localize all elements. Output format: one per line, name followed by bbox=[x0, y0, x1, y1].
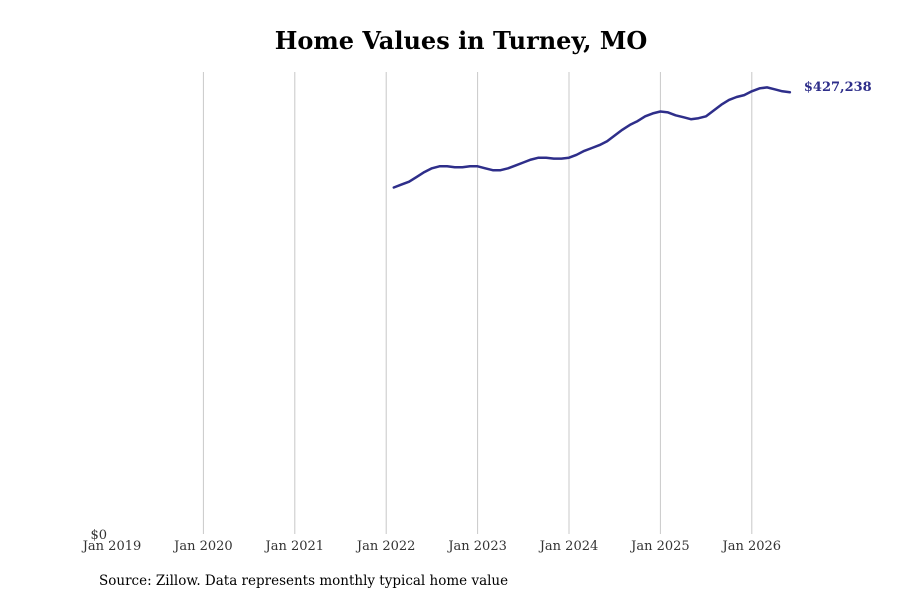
chart-title: Home Values in Turney, MO bbox=[274, 26, 648, 55]
series-line bbox=[392, 86, 792, 189]
x-tick-label: Jan 2025 bbox=[629, 539, 690, 554]
series-layer bbox=[392, 86, 792, 189]
source-note: Source: Zillow. Data represents monthly … bbox=[99, 573, 509, 589]
x-tick-label: Jan 2019 bbox=[81, 539, 142, 554]
grid-lines bbox=[202, 72, 753, 534]
x-axis-ticks: Jan 2019 Jan 2020 Jan 2021 Jan 2022 Jan 2023… bbox=[81, 539, 781, 554]
x-tick-label: Jan 2020 bbox=[172, 539, 233, 554]
x-tick-label: Jan 2022 bbox=[355, 539, 416, 554]
x-tick-label: Jan 2026 bbox=[721, 539, 782, 554]
y-axis-ticks: $0 bbox=[90, 528, 107, 543]
end-value-label: $427,238 bbox=[804, 80, 872, 95]
x-tick-label: Jan 2021 bbox=[264, 539, 325, 554]
x-tick-label: Jan 2024 bbox=[538, 539, 599, 554]
end-label-layer: $427,238 bbox=[804, 80, 872, 95]
x-tick-label: Jan 2023 bbox=[446, 539, 507, 554]
y-tick-label: $0 bbox=[90, 528, 107, 543]
